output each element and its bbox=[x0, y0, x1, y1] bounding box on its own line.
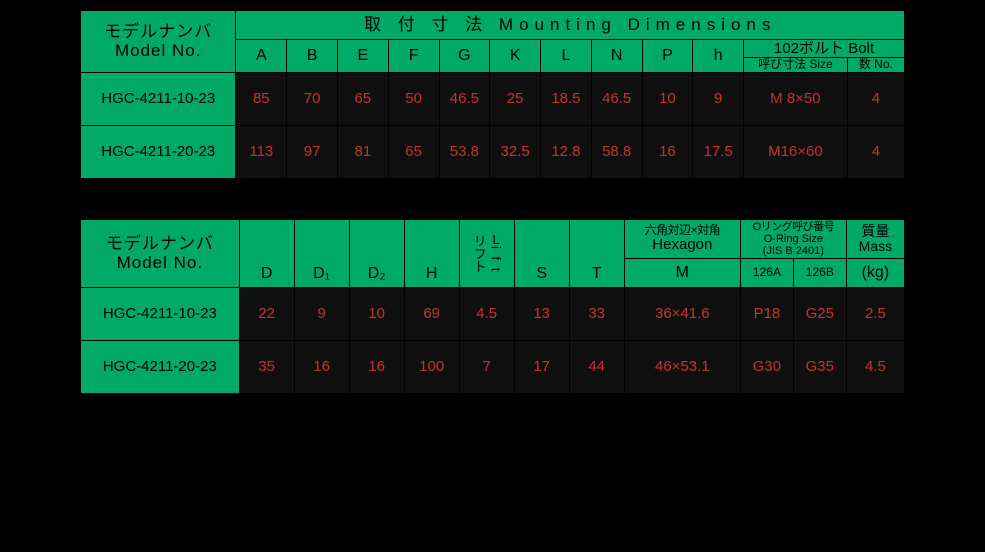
data-cell: 16 bbox=[349, 341, 404, 394]
data-cell: 35 bbox=[239, 341, 294, 394]
data-cell: 17 bbox=[514, 341, 569, 394]
model-header: モデルナンバ Model No. bbox=[81, 11, 236, 73]
model-cell: HGC-4211-20-23 bbox=[81, 341, 240, 394]
model-header-jp: モデルナンバ bbox=[81, 23, 235, 42]
mass-header: 質量 Mass bbox=[846, 220, 904, 259]
oring-header: Oリング呼び番号 O-Ring Size (JIS B 2401) bbox=[741, 220, 847, 259]
data-cell: 10 bbox=[642, 73, 693, 126]
mounting-dimensions-table: モデルナンバ Model No. 取 付 寸 法 Mounting Dimens… bbox=[80, 10, 905, 179]
data-cell: 65 bbox=[337, 73, 388, 126]
model-cell: HGC-4211-20-23 bbox=[81, 126, 236, 179]
data-cell: 69 bbox=[404, 288, 459, 341]
data-cell: 9 bbox=[294, 288, 349, 341]
data-cell: 44 bbox=[569, 341, 624, 394]
lift-header: リフト L i f t bbox=[459, 220, 514, 288]
table-row: HGC-4211-10-23 22 9 10 69 4.5 13 33 36×4… bbox=[81, 288, 905, 341]
data-cell: G25 bbox=[793, 288, 846, 341]
oring-jp: Oリング呼び番号 bbox=[741, 221, 846, 233]
bolt-size-header: 呼び寸法 Size bbox=[744, 58, 848, 73]
lift-jp: リフト bbox=[471, 233, 486, 273]
hex-header: 六角対辺×対角 Hexagon bbox=[624, 220, 740, 259]
lift-en-ift: i f t bbox=[490, 246, 503, 273]
mass-jp: 質量 bbox=[847, 224, 904, 239]
data-cell: 4 bbox=[847, 126, 904, 179]
data-cell: 33 bbox=[569, 288, 624, 341]
data-cell: 4.5 bbox=[846, 341, 904, 394]
data-cell: 16 bbox=[642, 126, 693, 179]
col-B: B bbox=[287, 40, 338, 73]
data-cell: 81 bbox=[337, 126, 388, 179]
data-cell: G30 bbox=[741, 341, 794, 394]
data-cell: 70 bbox=[287, 73, 338, 126]
data-cell: 17.5 bbox=[693, 126, 744, 179]
data-cell: 50 bbox=[388, 73, 439, 126]
hex-en: Hexagon bbox=[625, 237, 740, 254]
oring-en: O-Ring Size bbox=[741, 233, 846, 245]
data-cell: 36×41.6 bbox=[624, 288, 740, 341]
data-cell: 13 bbox=[514, 288, 569, 341]
super-header: 取 付 寸 法 Mounting Dimensions bbox=[236, 11, 905, 40]
data-cell: 4.5 bbox=[459, 288, 514, 341]
data-cell: 53.8 bbox=[439, 126, 490, 179]
data-cell: 46×53.1 bbox=[624, 341, 740, 394]
lift-en-L: L bbox=[493, 233, 500, 246]
data-cell: 58.8 bbox=[591, 126, 642, 179]
data-cell: 9 bbox=[693, 73, 744, 126]
data-cell: 10 bbox=[349, 288, 404, 341]
col-D: D bbox=[239, 220, 294, 288]
data-cell: 113 bbox=[236, 126, 287, 179]
data-cell: 16 bbox=[294, 341, 349, 394]
data-cell: 18.5 bbox=[541, 73, 592, 126]
col-L: L bbox=[541, 40, 592, 73]
bolt-header: 102ボルト Bolt bbox=[744, 40, 905, 58]
data-cell: 4 bbox=[847, 73, 904, 126]
col-T: T bbox=[569, 220, 624, 288]
col-H: H bbox=[404, 220, 459, 288]
data-cell: P18 bbox=[741, 288, 794, 341]
model-header-en: Model No. bbox=[81, 254, 239, 273]
table-row: HGC-4211-20-23 113 97 81 65 53.8 32.5 12… bbox=[81, 126, 905, 179]
table-row: HGC-4211-20-23 35 16 16 100 7 17 44 46×5… bbox=[81, 341, 905, 394]
data-cell: 7 bbox=[459, 341, 514, 394]
oring-126B: 126B bbox=[793, 259, 846, 288]
mass-unit: (kg) bbox=[846, 259, 904, 288]
hex-M: M bbox=[624, 259, 740, 288]
data-cell: 97 bbox=[287, 126, 338, 179]
model-cell: HGC-4211-10-23 bbox=[81, 288, 240, 341]
col-h: h bbox=[693, 40, 744, 73]
bolt-qty-header: 数 No. bbox=[847, 58, 904, 73]
oring-126A: 126A bbox=[741, 259, 794, 288]
data-cell: 12.8 bbox=[541, 126, 592, 179]
data-cell: 100 bbox=[404, 341, 459, 394]
col-S: S bbox=[514, 220, 569, 288]
col-A: A bbox=[236, 40, 287, 73]
data-cell: M 8×50 bbox=[744, 73, 848, 126]
specs-table: モデルナンバ Model No. D D₁ D₂ H リフト L i f t S… bbox=[80, 219, 905, 394]
data-cell: M16×60 bbox=[744, 126, 848, 179]
col-K: K bbox=[490, 40, 541, 73]
table-row: HGC-4211-10-23 85 70 65 50 46.5 25 18.5 … bbox=[81, 73, 905, 126]
model-header: モデルナンバ Model No. bbox=[81, 220, 240, 288]
data-cell: 46.5 bbox=[591, 73, 642, 126]
model-header-en: Model No. bbox=[81, 42, 235, 61]
data-cell: 22 bbox=[239, 288, 294, 341]
mass-en: Mass bbox=[847, 239, 904, 254]
data-cell: 25 bbox=[490, 73, 541, 126]
col-E: E bbox=[337, 40, 388, 73]
oring-std: (JIS B 2401) bbox=[741, 245, 846, 257]
model-header-jp: モデルナンバ bbox=[81, 235, 239, 254]
data-cell: 2.5 bbox=[846, 288, 904, 341]
data-cell: 32.5 bbox=[490, 126, 541, 179]
col-P: P bbox=[642, 40, 693, 73]
col-G: G bbox=[439, 40, 490, 73]
model-cell: HGC-4211-10-23 bbox=[81, 73, 236, 126]
col-D2: D₂ bbox=[349, 220, 404, 288]
col-N: N bbox=[591, 40, 642, 73]
col-F: F bbox=[388, 40, 439, 73]
data-cell: 46.5 bbox=[439, 73, 490, 126]
data-cell: G35 bbox=[793, 341, 846, 394]
col-D1: D₁ bbox=[294, 220, 349, 288]
data-cell: 85 bbox=[236, 73, 287, 126]
data-cell: 65 bbox=[388, 126, 439, 179]
